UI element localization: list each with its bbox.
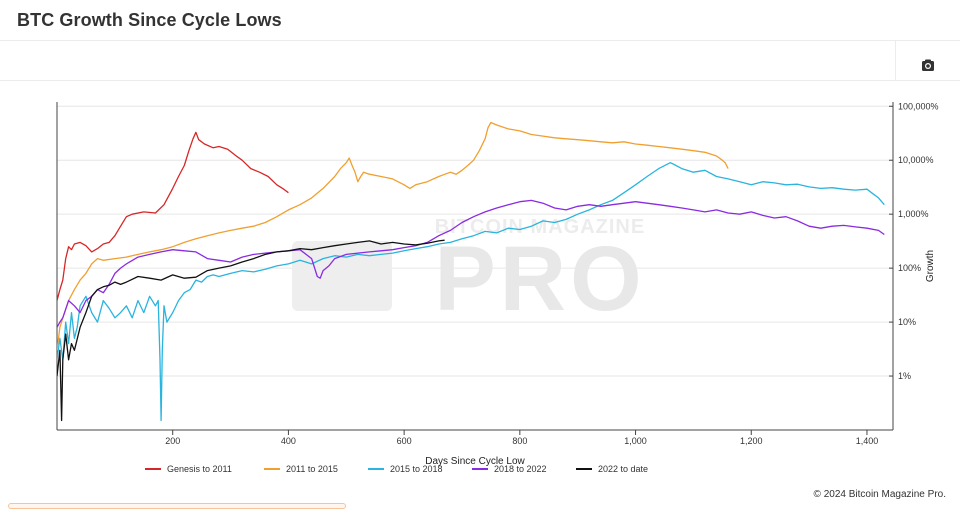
series-line-genesis-to-2011 [57,131,289,301]
y-tick-label: 100% [898,263,921,273]
y-axis-title: Growth [925,250,936,282]
x-tick-label: 1,000 [624,436,647,446]
copyright-text: © 2024 Bitcoin Magazine Pro. [813,489,946,500]
toolbar-divider [895,41,896,80]
x-tick-label: 1,400 [856,436,879,446]
x-tick-label: 1,200 [740,436,763,446]
series-line-2015-to-2018 [57,162,885,422]
chart-toolbar [0,41,960,81]
series-line-2011-to-2015 [57,121,729,351]
legend-item-2011-to-2015: 2011 to 2015 [286,464,338,474]
legend-item-genesis-to-2011: Genesis to 2011 [167,464,232,474]
series-line-2022-to-date [57,239,445,422]
y-tick-label: 10,000% [898,155,934,165]
x-tick-label: 200 [165,436,180,446]
legend-item-2015-to-2018: 2015 to 2018 [390,464,443,474]
y-tick-label: 10% [898,317,916,327]
y-tick-label: 100,000% [898,101,939,111]
camera-icon [922,59,934,71]
watermark-logo-mark [292,241,392,311]
download-image-button[interactable] [918,58,938,74]
watermark-main-text: PRO [434,228,645,330]
series-line-2018-to-2022 [57,199,885,328]
legend-item-2018-to-2022: 2018 to 2022 [494,464,547,474]
legend-item-2022-to-date: 2022 to date [598,464,648,474]
page-title: BTC Growth Since Cycle Lows [17,10,282,30]
title-bar: BTC Growth Since Cycle Lows [0,0,960,41]
x-axis-title: Days Since Cycle Low [425,456,525,467]
x-tick-label: 400 [281,436,296,446]
x-tick-label: 800 [512,436,527,446]
y-tick-label: 1,000% [898,209,929,219]
watermark-top-text: BITCOIN MAGAZINE [435,216,645,238]
x-tick-label: 600 [397,436,412,446]
bottom-tab [8,503,346,509]
y-tick-label: 1% [898,371,911,381]
